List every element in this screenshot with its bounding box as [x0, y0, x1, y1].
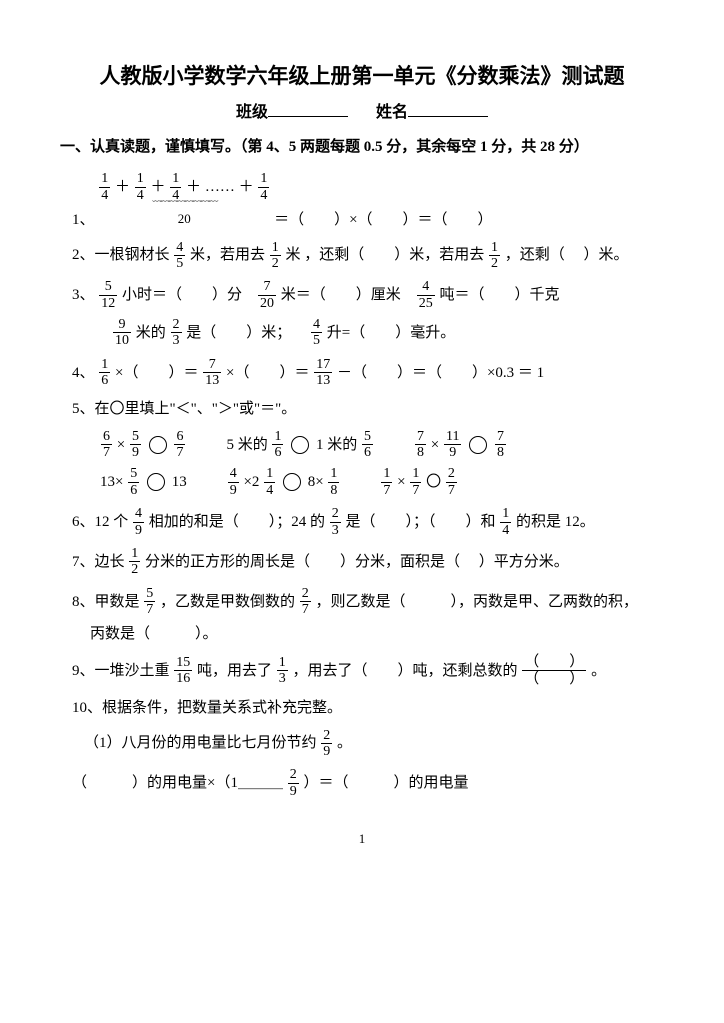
question-5: 5、在〇里填上"＜"、"＞"或"＝"。: [72, 397, 664, 421]
q1-brace-label: 20: [98, 209, 270, 230]
question-1: 1、 14 ＋ 14 ＋ 14 ＋ …… ＋ 14 ﹋﹋﹋﹋﹋﹋﹋﹋ 20 ＝（…: [72, 171, 664, 231]
compare-circle[interactable]: [149, 436, 167, 454]
question-10-1-eq: （ ）的用电量×（1＿＿＿ 29 ）＝（ ）的用电量: [72, 767, 664, 799]
frac-17-13: 1713: [314, 357, 332, 389]
class-blank[interactable]: [268, 100, 348, 117]
frac-5-7: 57: [144, 586, 155, 618]
frac-5-6: 56: [362, 429, 373, 461]
frac-4-5: 45: [311, 317, 322, 349]
frac-1-7: 17: [381, 466, 392, 498]
frac-2-9: 29: [288, 767, 299, 799]
frac-5-6: 56: [128, 466, 139, 498]
frac-2-7: 27: [446, 466, 457, 498]
compare-circle[interactable]: [469, 436, 487, 454]
frac-9-10: 910: [113, 317, 131, 349]
frac-5-9: 59: [130, 429, 141, 461]
header-fields: 班级 姓名: [60, 100, 664, 126]
frac-7-8: 78: [415, 429, 426, 461]
frac-1-2: 12: [129, 546, 140, 578]
question-10-1: （1）八月份的用电量比七月份节约 29 。: [84, 728, 664, 760]
frac-7-8: 78: [495, 429, 506, 461]
frac-1-3: 13: [277, 655, 288, 687]
frac-1-7: 17: [410, 466, 421, 498]
frac-1-2: 12: [489, 240, 500, 272]
exam-title: 人教版小学数学六年级上册第一单元《分数乘法》测试题: [60, 60, 664, 94]
compare-circle[interactable]: [147, 473, 165, 491]
frac-7-13: 713: [203, 357, 221, 389]
frac-1-2: 12: [270, 240, 281, 272]
frac-7-20: 720: [258, 279, 276, 311]
section-1-heading: 一、认真读题，谨慎填写。（第 4、5 两题每题 0.5 分，其余每空 1 分，共…: [60, 135, 664, 159]
frac-1-4: 14: [135, 171, 146, 203]
frac-1-4: 14: [258, 171, 269, 203]
compare-circle[interactable]: [291, 436, 309, 454]
frac-1-8: 18: [328, 466, 339, 498]
frac-4-9: 49: [228, 466, 239, 498]
frac-4-25: 425: [417, 279, 435, 311]
question-9: 9、一堆沙土重 1516 吨，用去了 13 ，用去了（ ）吨，还剩总数的 （ ）…: [72, 654, 664, 688]
q1-label: 1、: [72, 208, 95, 232]
question-4: 4、 16 ×（ ）＝ 713 ×（ ）＝ 1713 －（ ）＝（ ）×0.3 …: [72, 357, 664, 389]
question-7: 7、边长 12 分米的正方形的周长是（ ）分米，面积是（ ）平方分米。: [72, 546, 664, 578]
q8-line2: 丙数是（ ）。: [90, 622, 664, 646]
q1-tail: ＝（ ）×（ ）＝（ ）: [274, 208, 492, 232]
question-6: 6、12 个 49 相加的和是（ ）；24 的 23 是（ ）；（ ）和 14 …: [72, 506, 664, 538]
question-8: 8、甲数是 57 ，乙数是甲数倒数的 27 ，则乙数是（ ），丙数是甲、乙两数的…: [72, 586, 664, 646]
frac-4-9: 49: [133, 506, 144, 538]
name-blank[interactable]: [408, 100, 488, 117]
brace-icon: ﹋﹋﹋﹋﹋﹋﹋﹋: [98, 204, 270, 209]
frac-6-7: 67: [174, 429, 185, 461]
question-3: 3、 512 小时＝（ ）分 720 米＝（ ）厘米 425 吨＝（ ）千克 9…: [72, 279, 664, 349]
class-label: 班级: [236, 104, 268, 121]
frac-4-5: 45: [174, 240, 185, 272]
paren-frac: （ ）（ ）: [522, 654, 586, 688]
frac-1-4: 14: [170, 171, 181, 203]
frac-1-6: 16: [99, 357, 110, 389]
frac-1-4: 14: [99, 171, 110, 203]
frac-1-4: 14: [264, 466, 275, 498]
name-label: 姓名: [376, 104, 408, 121]
frac-2-7: 27: [300, 586, 311, 618]
frac-6-7: 67: [101, 429, 112, 461]
page-number: 1: [60, 829, 664, 850]
frac-1-4: 14: [500, 506, 511, 538]
frac-5-12: 512: [99, 279, 117, 311]
q5-row2: 13× 56 13 49 ×2 14 8× 18 17 × 17 〇 27: [100, 466, 664, 498]
compare-circle[interactable]: [283, 473, 301, 491]
q5-row1: 67 × 59 67 5 米的 16 1 米的 56 78 × 119 78: [100, 429, 664, 461]
question-10: 10、根据条件，把数量关系式补充完整。: [72, 696, 664, 720]
question-2: 2、一根钢材长 45 米，若用去 12 米 ，还剩（ ）米，若用去 12 ，还剩…: [72, 240, 664, 272]
frac-11-9: 119: [444, 429, 461, 461]
frac-2-3: 23: [330, 506, 341, 538]
q1-underbrace: 14 ＋ 14 ＋ 14 ＋ …… ＋ 14 ﹋﹋﹋﹋﹋﹋﹋﹋ 20: [98, 171, 270, 230]
frac-2-9: 29: [321, 728, 332, 760]
frac-1-6: 16: [272, 429, 283, 461]
frac-2-3: 23: [171, 317, 182, 349]
frac-15-16: 1516: [174, 655, 192, 687]
